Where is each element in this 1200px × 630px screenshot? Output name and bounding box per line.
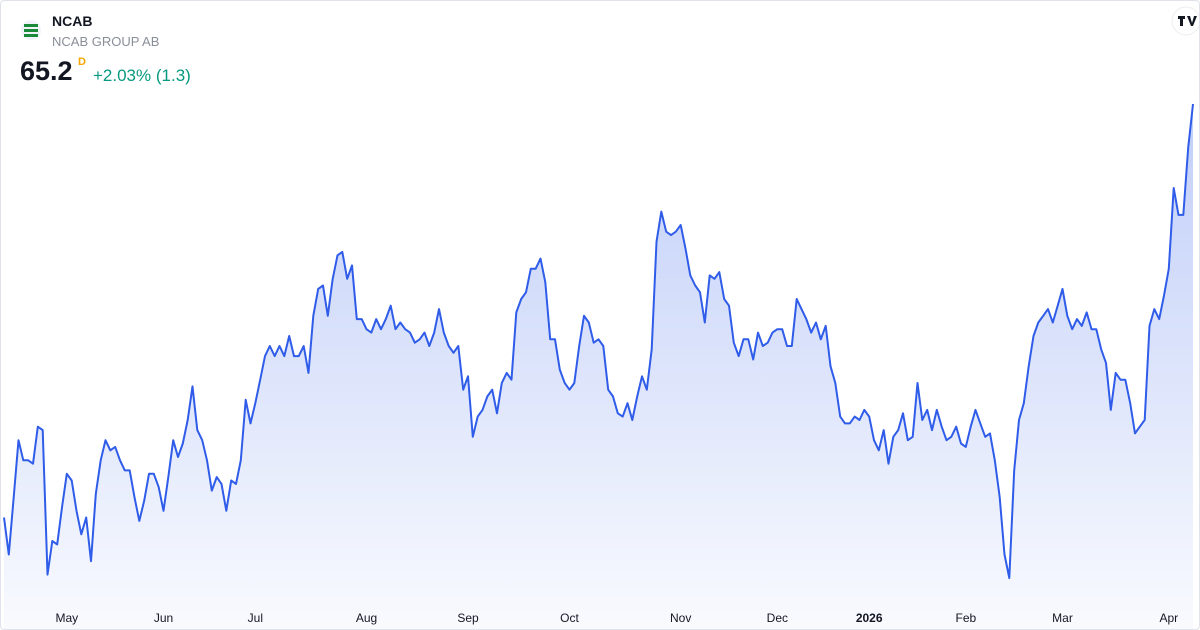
interval: D <box>78 56 86 68</box>
x-tick-label: May <box>55 611 78 625</box>
x-tick-label: Feb <box>955 611 976 625</box>
x-tick-label: Apr <box>1159 611 1178 625</box>
company-name: NCAB GROUP AB <box>52 34 160 49</box>
tradingview-logo[interactable] <box>1171 6 1199 36</box>
x-tick-label: Jul <box>248 611 263 625</box>
x-tick-label: Sep <box>457 611 479 625</box>
x-tick-label: Dec <box>767 611 788 625</box>
x-tick-label: Oct <box>560 611 579 625</box>
x-tick-label: Jun <box>154 611 173 625</box>
x-tick-label: Nov <box>670 611 691 625</box>
x-tick-label: Aug <box>356 611 377 625</box>
area-fill <box>4 104 1193 629</box>
symbol: NCAB <box>52 13 93 29</box>
logo <box>21 20 41 40</box>
x-tick-label: 2026 <box>856 611 883 625</box>
x-tick-label: Mar <box>1052 611 1073 625</box>
change: +2.03% (1.3) <box>93 66 191 85</box>
price-line <box>3 103 1194 579</box>
price: 65.2 <box>20 56 73 86</box>
